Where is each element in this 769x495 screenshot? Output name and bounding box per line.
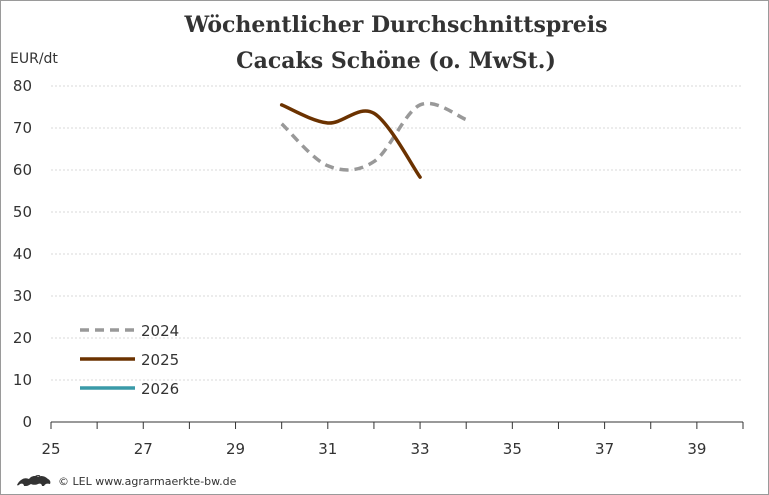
gridlines [51, 85, 743, 381]
y-tick-label-70: 70 [13, 119, 32, 137]
chart-title-line-1: Wöchentlicher Durchschnittspreis [183, 12, 607, 38]
footer: © LEL www.agrarmaerkte-bw.de [16, 472, 236, 490]
series-lines [279, 101, 467, 179]
y-tick-label-10: 10 [13, 371, 32, 389]
x-tick-label-29: 29 [226, 440, 245, 458]
legend-label-2026: 2026 [141, 380, 179, 398]
y-tick-label-80: 80 [13, 77, 32, 95]
y-tick-label-30: 30 [13, 287, 32, 305]
legend: 2024 2025 2026 [80, 322, 179, 398]
y-tick-label-60: 60 [13, 161, 32, 179]
y-tick-label-50: 50 [13, 203, 32, 221]
lion-logo-icon [17, 475, 51, 486]
x-tick-label-25: 25 [41, 440, 60, 458]
series-line-2025 [279, 103, 422, 179]
x-tick-label-33: 33 [411, 440, 430, 458]
x-tick-label-37: 37 [595, 440, 614, 458]
x-tick-label-39: 39 [687, 440, 706, 458]
y-axis-unit-label: EUR/dt [10, 51, 58, 67]
legend-label-2024: 2024 [141, 322, 179, 340]
x-tick-label-27: 27 [134, 440, 153, 458]
copyright-text: © LEL www.agrarmaerkte-bw.de [58, 474, 237, 488]
y-tick-label-40: 40 [13, 245, 32, 263]
x-tick-label-31: 31 [318, 440, 337, 458]
x-axis: 25 27 29 31 33 35 37 39 [41, 421, 744, 458]
chart-title-line-2: Cacaks Schöne (o. MwSt.) [236, 48, 556, 74]
y-tick-labels: 0 10 20 30 40 50 60 70 80 [13, 77, 32, 431]
series-line-2024 [280, 101, 467, 172]
x-tick-label-35: 35 [503, 440, 522, 458]
y-tick-label-20: 20 [13, 329, 32, 347]
y-tick-label-0: 0 [22, 413, 32, 431]
legend-label-2025: 2025 [141, 351, 179, 369]
